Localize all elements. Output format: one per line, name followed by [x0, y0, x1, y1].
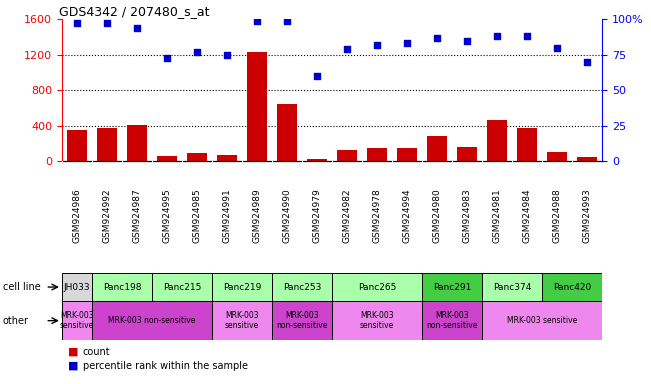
Bar [577, 157, 597, 161]
Bar [542, 273, 602, 301]
Text: MRK-003
sensitive: MRK-003 sensitive [225, 311, 259, 330]
Text: GSM924984: GSM924984 [523, 189, 532, 243]
Text: percentile rank within the sample: percentile rank within the sample [83, 361, 247, 371]
Bar [518, 128, 537, 161]
Bar [458, 147, 477, 161]
Text: GSM924983: GSM924983 [463, 189, 471, 243]
Point [432, 35, 442, 41]
Point [191, 49, 202, 55]
Bar [92, 301, 212, 340]
Bar [547, 152, 567, 161]
Text: Panc198: Panc198 [103, 283, 141, 291]
Text: MRK-003
sensitive: MRK-003 sensitive [60, 311, 94, 330]
Point [582, 59, 592, 65]
Bar [337, 150, 357, 161]
Text: GSM924994: GSM924994 [402, 189, 411, 243]
Text: ■: ■ [68, 361, 79, 371]
Bar [92, 273, 152, 301]
Point [161, 55, 172, 61]
Bar [422, 273, 482, 301]
Point [462, 38, 473, 44]
Bar [482, 273, 542, 301]
Point [312, 73, 322, 79]
Point [342, 46, 352, 52]
Text: count: count [83, 347, 110, 357]
Text: MRK-003
non-sensitive: MRK-003 non-sensitive [276, 311, 327, 330]
Point [132, 25, 142, 31]
Bar [332, 301, 422, 340]
Text: GSM924988: GSM924988 [553, 189, 562, 243]
Bar [488, 121, 507, 161]
Text: Panc219: Panc219 [223, 283, 261, 291]
Text: GSM924979: GSM924979 [312, 189, 322, 243]
Text: MRK-003
non-sensitive: MRK-003 non-sensitive [426, 311, 478, 330]
Text: GSM924991: GSM924991 [223, 189, 232, 243]
Text: Panc215: Panc215 [163, 283, 201, 291]
Point [372, 42, 382, 48]
Bar [272, 301, 332, 340]
Bar [307, 159, 327, 161]
Bar [212, 273, 272, 301]
Text: other: other [3, 316, 29, 326]
Bar [67, 130, 87, 161]
Point [282, 18, 292, 24]
Text: cell line: cell line [3, 282, 40, 292]
Bar [482, 301, 602, 340]
Text: GSM924980: GSM924980 [432, 189, 441, 243]
Text: GSM924989: GSM924989 [253, 189, 262, 243]
Point [252, 18, 262, 24]
Text: Panc265: Panc265 [358, 283, 396, 291]
Bar [332, 273, 422, 301]
Point [552, 45, 562, 51]
Point [522, 33, 533, 39]
Bar [62, 273, 92, 301]
Text: GSM924978: GSM924978 [372, 189, 381, 243]
Point [492, 33, 503, 39]
Text: GSM924993: GSM924993 [583, 189, 592, 243]
Text: MRK-003 non-sensitive: MRK-003 non-sensitive [108, 316, 195, 325]
Text: MRK-003
sensitive: MRK-003 sensitive [360, 311, 394, 330]
Bar [277, 104, 297, 161]
Bar [152, 273, 212, 301]
Text: MRK-003 sensitive: MRK-003 sensitive [507, 316, 577, 325]
Bar [397, 147, 417, 161]
Bar [157, 156, 176, 161]
Text: GSM924981: GSM924981 [493, 189, 502, 243]
Text: GSM924982: GSM924982 [342, 189, 352, 243]
Text: JH033: JH033 [64, 283, 90, 291]
Bar [62, 301, 92, 340]
Text: GSM924986: GSM924986 [72, 189, 81, 243]
Text: ■: ■ [68, 347, 79, 357]
Bar [97, 127, 117, 161]
Bar [217, 155, 237, 161]
Text: GSM924995: GSM924995 [162, 189, 171, 243]
Bar [212, 301, 272, 340]
Bar [427, 136, 447, 161]
Point [222, 52, 232, 58]
Bar [367, 147, 387, 161]
Bar [272, 273, 332, 301]
Bar [187, 153, 206, 161]
Point [402, 40, 412, 46]
Text: GSM924990: GSM924990 [283, 189, 292, 243]
Point [72, 20, 82, 26]
Text: GSM924985: GSM924985 [193, 189, 201, 243]
Text: Panc420: Panc420 [553, 283, 591, 291]
Text: GDS4342 / 207480_s_at: GDS4342 / 207480_s_at [59, 5, 210, 18]
Text: Panc253: Panc253 [283, 283, 321, 291]
Bar [422, 301, 482, 340]
Text: Panc291: Panc291 [433, 283, 471, 291]
Bar [247, 52, 267, 161]
Point [102, 20, 112, 26]
Bar [127, 125, 146, 161]
Text: Panc374: Panc374 [493, 283, 531, 291]
Text: GSM924987: GSM924987 [132, 189, 141, 243]
Text: GSM924992: GSM924992 [102, 189, 111, 243]
